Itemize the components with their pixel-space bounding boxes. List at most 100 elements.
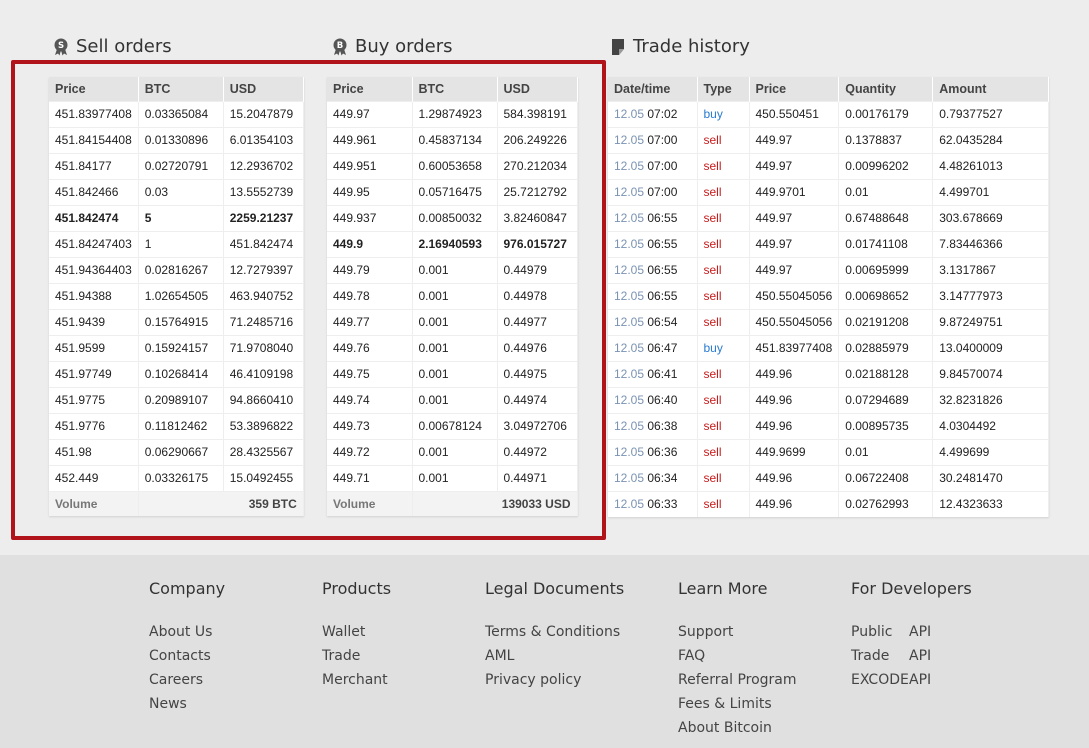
table-cell: 0.44974 — [497, 386, 578, 413]
table-row[interactable]: 451.83977408 0.03365084 15.2047879 — [49, 100, 304, 127]
table-cell: 451.97749 — [49, 360, 139, 387]
table-row[interactable]: 449.951 0.60053658 270.212034 — [327, 152, 578, 179]
footer-link-news[interactable]: News — [149, 696, 187, 712]
table-row[interactable]: 449.9 2.16940593 976.015727 — [327, 230, 578, 257]
table-row[interactable]: 451.97749 0.10268414 46.4109198 — [49, 360, 304, 387]
table-row[interactable]: 12.05 06:47 buy 451.83977408 0.02885979 13.0… — [608, 334, 1050, 361]
trade-type: buy — [697, 100, 750, 127]
table-row[interactable]: 12.05 07:02 buy 450.550451 0.00176179 0.7937… — [608, 100, 1050, 127]
table-row[interactable]: 449.71 0.001 0.44971 — [327, 464, 578, 491]
table-cell: 451.842466 — [49, 178, 139, 205]
footer-link-wallet[interactable]: Wallet — [322, 624, 366, 640]
table-row[interactable]: 12.05 06:55 sell 449.97 0.67488648 303.67866… — [608, 204, 1050, 231]
trade-date: 12.05 — [614, 107, 645, 121]
table-cell: 449.78 — [327, 282, 413, 309]
table-row[interactable]: 12.05 06:55 sell 449.97 0.00695999 3.1317867 — [608, 256, 1050, 283]
footer-link-terms[interactable]: Terms & Conditions — [485, 624, 621, 640]
table-row[interactable]: 451.84177 0.02720791 12.2936702 — [49, 152, 304, 179]
dev-link-api: API — [909, 672, 932, 688]
table-cell: 25.7212792 — [497, 178, 578, 205]
table-row[interactable]: 12.05 06:54 sell 450.55045056 0.02191208 9.8… — [608, 308, 1050, 335]
footer-link-about-bitcoin[interactable]: About Bitcoin — [678, 720, 772, 736]
table-row[interactable]: 12.05 06:36 sell 449.9699 0.01 4.499699 — [608, 438, 1050, 465]
table-row[interactable]: 12.05 06:33 sell 449.96 0.02762993 12.432363… — [608, 490, 1050, 517]
footer-link-privacy[interactable]: Privacy policy — [485, 672, 582, 688]
table-row[interactable]: 449.75 0.001 0.44975 — [327, 360, 578, 387]
table-row[interactable]: 451.94388 1.02654505 463.940752 — [49, 282, 304, 309]
table-cell: 449.9701 — [749, 178, 840, 205]
volume-row: Volume 139033 USD — [327, 490, 578, 516]
table-cell: 0.01 — [838, 178, 934, 205]
column-header: Date/time — [608, 77, 698, 101]
table-row[interactable]: 451.842474 5 2259.21237 — [49, 204, 304, 231]
table-row[interactable]: 451.98 0.06290667 28.4325567 — [49, 438, 304, 465]
trade-type: sell — [697, 256, 750, 283]
table-row[interactable]: 12.05 06:55 sell 450.55045056 0.00698652 3.1… — [608, 282, 1050, 309]
table-row[interactable]: 12.05 06:38 sell 449.96 0.00895735 4.0304492 — [608, 412, 1050, 439]
table-row[interactable]: 451.9776 0.11812462 53.3896822 — [49, 412, 304, 439]
table-row[interactable]: 449.97 1.29874923 584.398191 — [327, 100, 578, 127]
table-row[interactable]: 449.72 0.001 0.44972 — [327, 438, 578, 465]
dev-link-api: API — [909, 648, 932, 664]
footer-heading-learn: Learn More — [678, 579, 768, 598]
table-row[interactable]: 12.05 06:55 sell 449.97 0.01741108 7.8344636… — [608, 230, 1050, 257]
table-cell: 5 — [138, 204, 224, 231]
table-cell: 451.94364403 — [49, 256, 139, 283]
table-row[interactable]: 12.05 06:40 sell 449.96 0.07294689 32.823182… — [608, 386, 1050, 413]
footer-link-about-us[interactable]: About Us — [149, 624, 213, 640]
volume-value: 139033 USD — [412, 490, 578, 516]
table-cell: 0.44975 — [497, 360, 578, 387]
footer-link-careers[interactable]: Careers — [149, 672, 204, 688]
table-row[interactable]: 449.937 0.00850032 3.82460847 — [327, 204, 578, 231]
footer-link-referral[interactable]: Referral Program — [678, 672, 797, 688]
table-row[interactable]: 12.05 07:00 sell 449.9701 0.01 4.499701 — [608, 178, 1050, 205]
trade-type: sell — [697, 308, 750, 335]
table-cell: 94.8660410 — [223, 386, 304, 413]
footer-link-support[interactable]: Support — [678, 624, 734, 640]
table-row[interactable]: 449.961 0.45837134 206.249226 — [327, 126, 578, 153]
footer-link-trade-api[interactable]: Trade API — [851, 644, 972, 668]
table-row[interactable]: 12.05 07:00 sell 449.97 0.1378837 62.0435284 — [608, 126, 1050, 153]
footer-link-merchant[interactable]: Merchant — [322, 672, 388, 688]
table-cell: 449.95 — [327, 178, 413, 205]
table-row[interactable]: 451.9599 0.15924157 71.9708040 — [49, 334, 304, 361]
table-cell: 0.44978 — [497, 282, 578, 309]
table-row[interactable]: 449.77 0.001 0.44977 — [327, 308, 578, 335]
table-row[interactable]: 12.05 07:00 sell 449.97 0.00996202 4.4826101… — [608, 152, 1050, 179]
datetime-cell: 12.05 06:40 — [608, 386, 698, 413]
table-cell: 7.83446366 — [932, 230, 1050, 257]
footer-link-contacts[interactable]: Contacts — [149, 648, 211, 664]
footer-link-public-api[interactable]: Public API — [851, 620, 972, 644]
table-row[interactable]: 451.94364403 0.02816267 12.7279397 — [49, 256, 304, 283]
table-row[interactable]: 451.9439 0.15764915 71.2485716 — [49, 308, 304, 335]
trade-date: 12.05 — [614, 315, 645, 329]
table-cell: 449.9 — [327, 230, 413, 257]
table-row[interactable]: 449.73 0.00678124 3.04972706 — [327, 412, 578, 439]
footer-link-faq[interactable]: FAQ — [678, 648, 706, 664]
table-cell: 0.15924157 — [138, 334, 224, 361]
table-row[interactable]: 12.05 06:34 sell 449.96 0.06722408 30.248147… — [608, 464, 1050, 491]
table-cell: 451.84154408 — [49, 126, 139, 153]
footer-link-trade[interactable]: Trade — [322, 648, 361, 664]
table-cell: 451.842474 — [223, 230, 304, 257]
datetime-cell: 12.05 06:55 — [608, 230, 698, 257]
table-row[interactable]: 449.95 0.05716475 25.7212792 — [327, 178, 578, 205]
footer-link-aml[interactable]: AML — [485, 648, 515, 664]
table-row[interactable]: 449.76 0.001 0.44976 — [327, 334, 578, 361]
trade-type: sell — [697, 464, 750, 491]
footer-link-fees[interactable]: Fees & Limits — [678, 696, 772, 712]
table-row[interactable]: 451.84247403 1 451.842474 — [49, 230, 304, 257]
table-cell: 71.9708040 — [223, 334, 304, 361]
footer-link-excode-api[interactable]: EXCODE API — [851, 668, 972, 692]
table-row[interactable]: 451.842466 0.03 13.5552739 — [49, 178, 304, 205]
table-row[interactable]: 12.05 06:41 sell 449.96 0.02188128 9.8457007… — [608, 360, 1050, 387]
table-row[interactable]: 449.74 0.001 0.44974 — [327, 386, 578, 413]
table-row[interactable]: 449.78 0.001 0.44978 — [327, 282, 578, 309]
table-cell: 0.20989107 — [138, 386, 224, 413]
table-cell: 0.02762993 — [838, 490, 934, 517]
table-row[interactable]: 452.449 0.03326175 15.0492455 — [49, 464, 304, 491]
table-row[interactable]: 449.79 0.001 0.44979 — [327, 256, 578, 283]
table-row[interactable]: 451.84154408 0.01330896 6.01354103 — [49, 126, 304, 153]
table-cell: 0.00698652 — [838, 282, 934, 309]
table-row[interactable]: 451.9775 0.20989107 94.8660410 — [49, 386, 304, 413]
